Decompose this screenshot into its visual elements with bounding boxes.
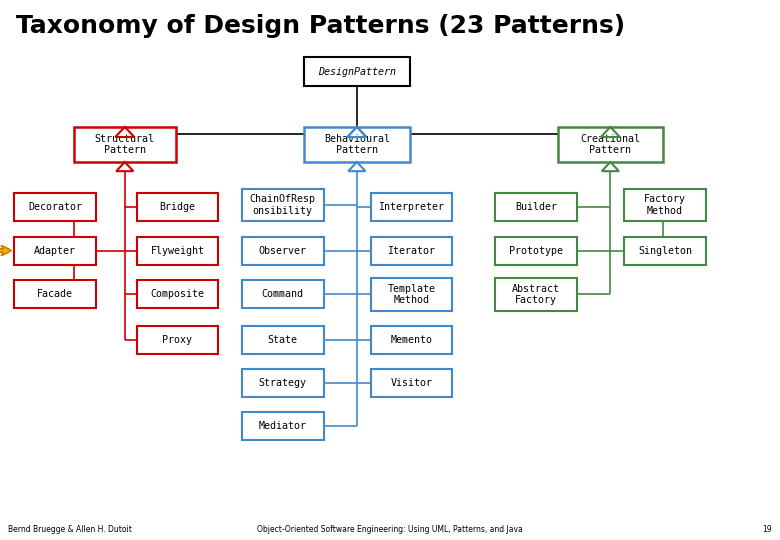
Text: Structural
Pattern: Structural Pattern (95, 134, 154, 156)
FancyBboxPatch shape (304, 57, 410, 86)
FancyBboxPatch shape (14, 237, 96, 265)
Text: Strategy: Strategy (259, 378, 307, 388)
Text: Singleton: Singleton (638, 246, 692, 255)
FancyBboxPatch shape (495, 278, 577, 310)
Text: Flyweight: Flyweight (151, 246, 204, 255)
Text: State: State (268, 335, 298, 345)
FancyBboxPatch shape (74, 127, 176, 162)
Text: Command: Command (262, 289, 303, 299)
Text: Abstract
Factory: Abstract Factory (512, 284, 560, 305)
Text: Factory
Method: Factory Method (644, 194, 686, 216)
Text: Proxy: Proxy (162, 335, 193, 345)
FancyBboxPatch shape (136, 326, 218, 354)
Text: Visitor: Visitor (391, 378, 432, 388)
FancyBboxPatch shape (370, 193, 452, 221)
Text: Interpreter: Interpreter (378, 202, 445, 212)
FancyBboxPatch shape (495, 237, 577, 265)
Text: Composite: Composite (151, 289, 204, 299)
FancyBboxPatch shape (136, 193, 218, 221)
Text: Adapter: Adapter (34, 246, 76, 255)
FancyBboxPatch shape (370, 326, 452, 354)
FancyBboxPatch shape (136, 237, 218, 265)
Text: Iterator: Iterator (388, 246, 435, 255)
FancyBboxPatch shape (558, 127, 663, 162)
FancyBboxPatch shape (304, 127, 410, 162)
FancyBboxPatch shape (624, 237, 706, 265)
Text: Object-Oriented Software Engineering: Using UML, Patterns, and Java: Object-Oriented Software Engineering: Us… (257, 524, 523, 534)
Text: 19: 19 (763, 524, 772, 534)
FancyBboxPatch shape (370, 369, 452, 397)
Text: Bridge: Bridge (159, 202, 196, 212)
Text: Template
Method: Template Method (388, 284, 435, 305)
Text: Facade: Facade (37, 289, 73, 299)
Text: Prototype: Prototype (509, 246, 563, 255)
FancyBboxPatch shape (242, 189, 324, 221)
Text: Bernd Bruegge & Allen H. Dutoit: Bernd Bruegge & Allen H. Dutoit (8, 524, 132, 534)
FancyBboxPatch shape (242, 412, 324, 440)
FancyBboxPatch shape (370, 237, 452, 265)
FancyBboxPatch shape (242, 326, 324, 354)
Text: Creational
Pattern: Creational Pattern (580, 134, 640, 156)
Text: Decorator: Decorator (28, 202, 82, 212)
Text: DesignPattern: DesignPattern (318, 66, 396, 77)
Text: Taxonomy of Design Patterns (23 Patterns): Taxonomy of Design Patterns (23 Patterns… (16, 14, 625, 37)
Text: Memento: Memento (391, 335, 432, 345)
Text: ChainOfResp
onsibility: ChainOfResp onsibility (250, 194, 316, 216)
Text: Builder: Builder (516, 202, 557, 212)
FancyBboxPatch shape (14, 280, 96, 308)
Text: Mediator: Mediator (259, 421, 307, 431)
FancyBboxPatch shape (242, 280, 324, 308)
FancyBboxPatch shape (242, 237, 324, 265)
FancyBboxPatch shape (624, 189, 706, 221)
FancyBboxPatch shape (242, 369, 324, 397)
FancyBboxPatch shape (370, 278, 452, 310)
FancyBboxPatch shape (14, 193, 96, 221)
FancyBboxPatch shape (136, 280, 218, 308)
Text: Behavioural
Pattern: Behavioural Pattern (324, 134, 390, 156)
Text: Observer: Observer (259, 246, 307, 255)
FancyBboxPatch shape (495, 193, 577, 221)
